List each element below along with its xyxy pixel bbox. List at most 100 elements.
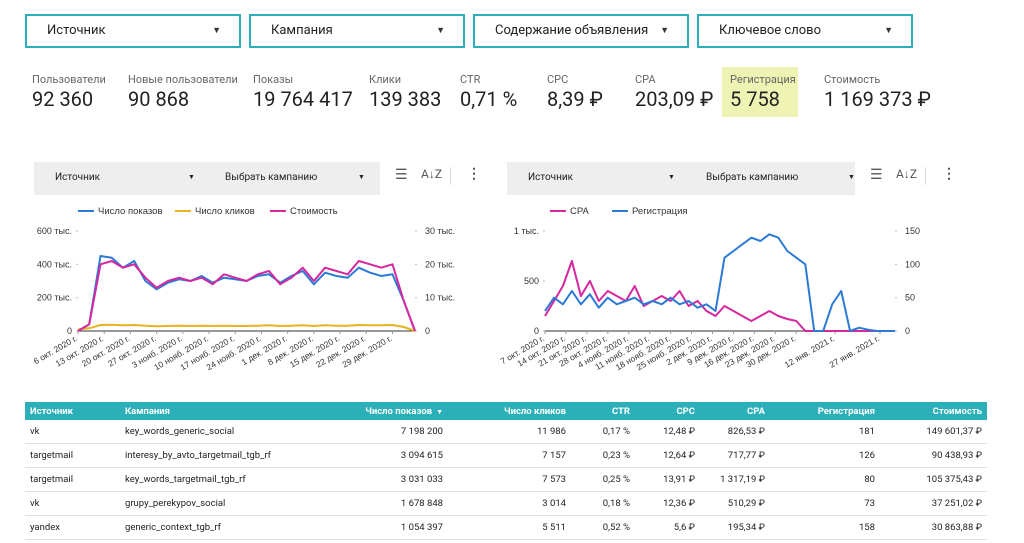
table-cell: 826,53 ₽ [700,420,770,444]
table-cell: 37 251,02 ₽ [880,491,987,516]
more-icon[interactable]: ⋮ [467,166,481,182]
table-row: yandex generic_context_tgb_rf 1 054 397 5 5… [25,515,987,540]
table-row: targetmail key_words_targetmail_tgb_rf 3 0… [25,467,987,492]
table-cell: 30 863,88 ₽ [880,515,987,540]
dropdown-arrow: ▼ [212,26,221,36]
more-icon[interactable]: ⋮ [942,166,956,182]
table-cell: 1 054 397 [320,515,448,540]
kpi-value: 0,71 % [460,87,518,111]
table-cell: 7 157 [448,443,571,468]
control-dropdown[interactable]: Источник [528,172,574,183]
dropdown-arrow: ▼ [188,173,195,181]
kpi-value: 8,39 ₽ [547,87,603,111]
kpi-label: Новые пользователи [128,73,238,86]
kpi-value: 5 758 [730,87,780,111]
table-cell: 0,18 % [571,491,635,516]
kpi-label: CTR [460,73,481,86]
kpi-value: 90 868 [128,87,190,111]
table-cell: 105 375,43 ₽ [880,467,987,492]
kpi-label: Стоимость [824,73,881,86]
kpi-value: 19 764 417 [253,87,353,111]
table-cell: interesy_by_avto_targetmail_tgb_rf [120,443,320,468]
series-line [544,260,895,332]
filter-dropdown[interactable]: Ключевое слово ▼ [697,14,913,48]
table-cell: 510,29 ₽ [700,491,770,516]
y2-tick-label: 20 тыс. [425,259,455,269]
series-line [544,233,895,332]
table-row: targetmail interesy_by_avto_targetmail_tg… [25,443,987,468]
y-tick-label: 400 тыс. [37,259,72,269]
table-cell: 717,77 ₽ [700,443,770,468]
table-cell: 7 573 [448,467,571,492]
y-tick-label: 1 тыс. [514,226,539,236]
table-cell: vk [25,491,120,516]
kpi-label: Показы [253,73,294,86]
column-header[interactable]: Стоимость [880,402,987,420]
filter-icon[interactable]: ☰ [395,167,408,183]
table-cell: 3 031 033 [320,467,448,492]
filter-dropdown[interactable]: Кампания ▼ [249,14,465,48]
kpi-value: 203,09 ₽ [635,87,714,111]
table-cell: 90 438,93 ₽ [880,443,987,468]
y-tick-label: 200 тыс. [37,293,72,303]
kpi-label: CPA [635,73,656,86]
table-row: vk key_words_generic_social 7 198 200 11 98… [25,420,987,444]
chart-control-bar [34,162,380,195]
divider [925,167,926,185]
y-tick-label: 500 [524,276,539,286]
sort-icon[interactable]: A↓Z [896,167,918,181]
filter-icon[interactable]: ☰ [870,167,883,183]
series-line [77,255,416,332]
y2-tick-label: 0 [425,326,430,336]
y-tick-label: 0 [534,326,539,336]
series-line [77,323,416,332]
filter-dropdown[interactable]: Содержание объявления ▼ [473,14,689,48]
table-cell: 0,17 % [571,420,635,444]
column-header[interactable]: Число кликов [448,402,571,420]
legend-label: CPA [570,206,589,217]
table-cell: 5 511 [448,515,571,540]
y2-tick-label: 10 тыс. [425,293,455,303]
column-header[interactable]: CPA [700,402,770,420]
table-cell: generic_context_tgb_rf [120,515,320,540]
sort-icon[interactable]: A↓Z [421,167,443,181]
dropdown-arrow: ▼ [436,26,445,36]
table-cell: 0,25 % [571,467,635,492]
kpi-highlight [722,67,798,117]
y2-tick-label: 50 [905,293,915,303]
filter-label: Ключевое слово [719,23,821,38]
column-header[interactable]: Регистрация [770,402,880,420]
control-dropdown[interactable]: Источник [55,172,101,183]
table-cell: 1 317,19 ₽ [700,467,770,492]
column-header[interactable]: CPC [635,402,700,420]
table-cell: 149 601,37 ₽ [880,420,987,444]
column-header[interactable]: CTR [571,402,635,420]
control-dropdown[interactable]: Выбрать кампанию [706,172,799,183]
control-dropdown[interactable]: Выбрать кампанию [225,172,318,183]
table-cell: 73 [770,491,880,516]
column-header[interactable]: Источник [25,402,120,420]
table-cell: 126 [770,443,880,468]
table-cell: vk [25,420,120,444]
filter-dropdown[interactable]: Источник ▼ [25,14,241,48]
table-cell: 1 678 848 [320,491,448,516]
table-cell: 11 986 [448,420,571,444]
sort-arrow: ▼ [436,407,443,416]
table-row: vk grupy_perekypov_social 1 678 848 3 014 0,… [25,491,987,516]
dropdown-arrow: ▼ [358,173,365,181]
table-cell: 195,34 ₽ [700,515,770,540]
kpi-label: Пользователи [32,73,106,86]
table-cell: 0,23 % [571,443,635,468]
filter-label: Содержание объявления [495,23,649,38]
kpi-label: CPC [547,73,569,86]
column-header[interactable]: Число показов ▼ [320,402,448,420]
table-cell: 5,6 ₽ [635,515,700,540]
table-cell: 13,91 ₽ [635,467,700,492]
table-cell: 7 198 200 [320,420,448,444]
kpi-value: 92 360 [32,87,94,111]
column-header[interactable]: Кампания [120,402,320,420]
table-cell: 158 [770,515,880,540]
charts: 0 200 тыс. 400 тыс. 600 тыс. 0 10 тыс. 20 тыс.… [32,206,920,372]
dropdown-arrow: ▼ [668,173,675,181]
